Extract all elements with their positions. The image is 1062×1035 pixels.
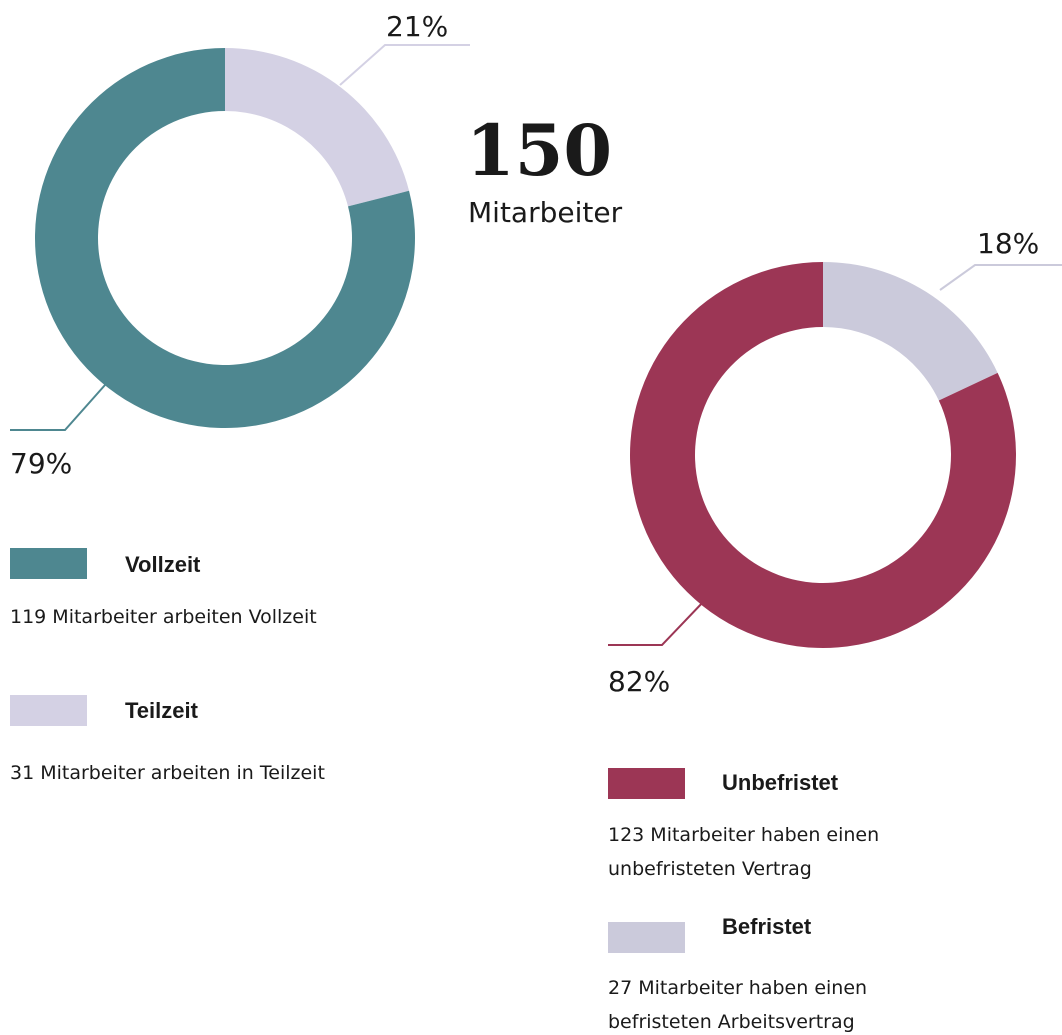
leader-line bbox=[608, 599, 706, 646]
value-label: 82% bbox=[608, 665, 671, 698]
legend-swatch bbox=[10, 548, 87, 579]
legend-swatch bbox=[10, 695, 87, 726]
legend-description: 27 Mitarbeiter haben einen befristeten A… bbox=[608, 977, 868, 1033]
donut-segment bbox=[225, 48, 410, 207]
legend-description: 119 Mitarbeiter arbeiten Vollzeit bbox=[10, 606, 317, 628]
donut-segment bbox=[35, 48, 416, 429]
donut-segment bbox=[823, 262, 998, 401]
legend-label: Teilzeit bbox=[125, 698, 198, 723]
legend-swatch bbox=[608, 922, 685, 953]
legend-description: 123 Mitarbeiter haben einen unbefristete… bbox=[608, 824, 880, 880]
legend-label: Vollzeit bbox=[125, 552, 201, 577]
legend-label: Befristet bbox=[722, 914, 812, 939]
donut-segment bbox=[629, 262, 1016, 648]
legend-description: 31 Mitarbeiter arbeiten in Teilzeit bbox=[10, 762, 325, 784]
headline-label: Mitarbeiter bbox=[468, 196, 623, 229]
leader-line bbox=[339, 44, 470, 86]
headline-number: 150 bbox=[466, 109, 613, 192]
leader-line bbox=[939, 264, 1062, 291]
legend-swatch bbox=[608, 768, 685, 799]
value-label: 79% bbox=[10, 447, 73, 480]
value-label: 21% bbox=[386, 10, 449, 43]
leader-line bbox=[10, 384, 106, 431]
value-label: 18% bbox=[977, 227, 1040, 260]
legend-label: Unbefristet bbox=[722, 770, 839, 795]
